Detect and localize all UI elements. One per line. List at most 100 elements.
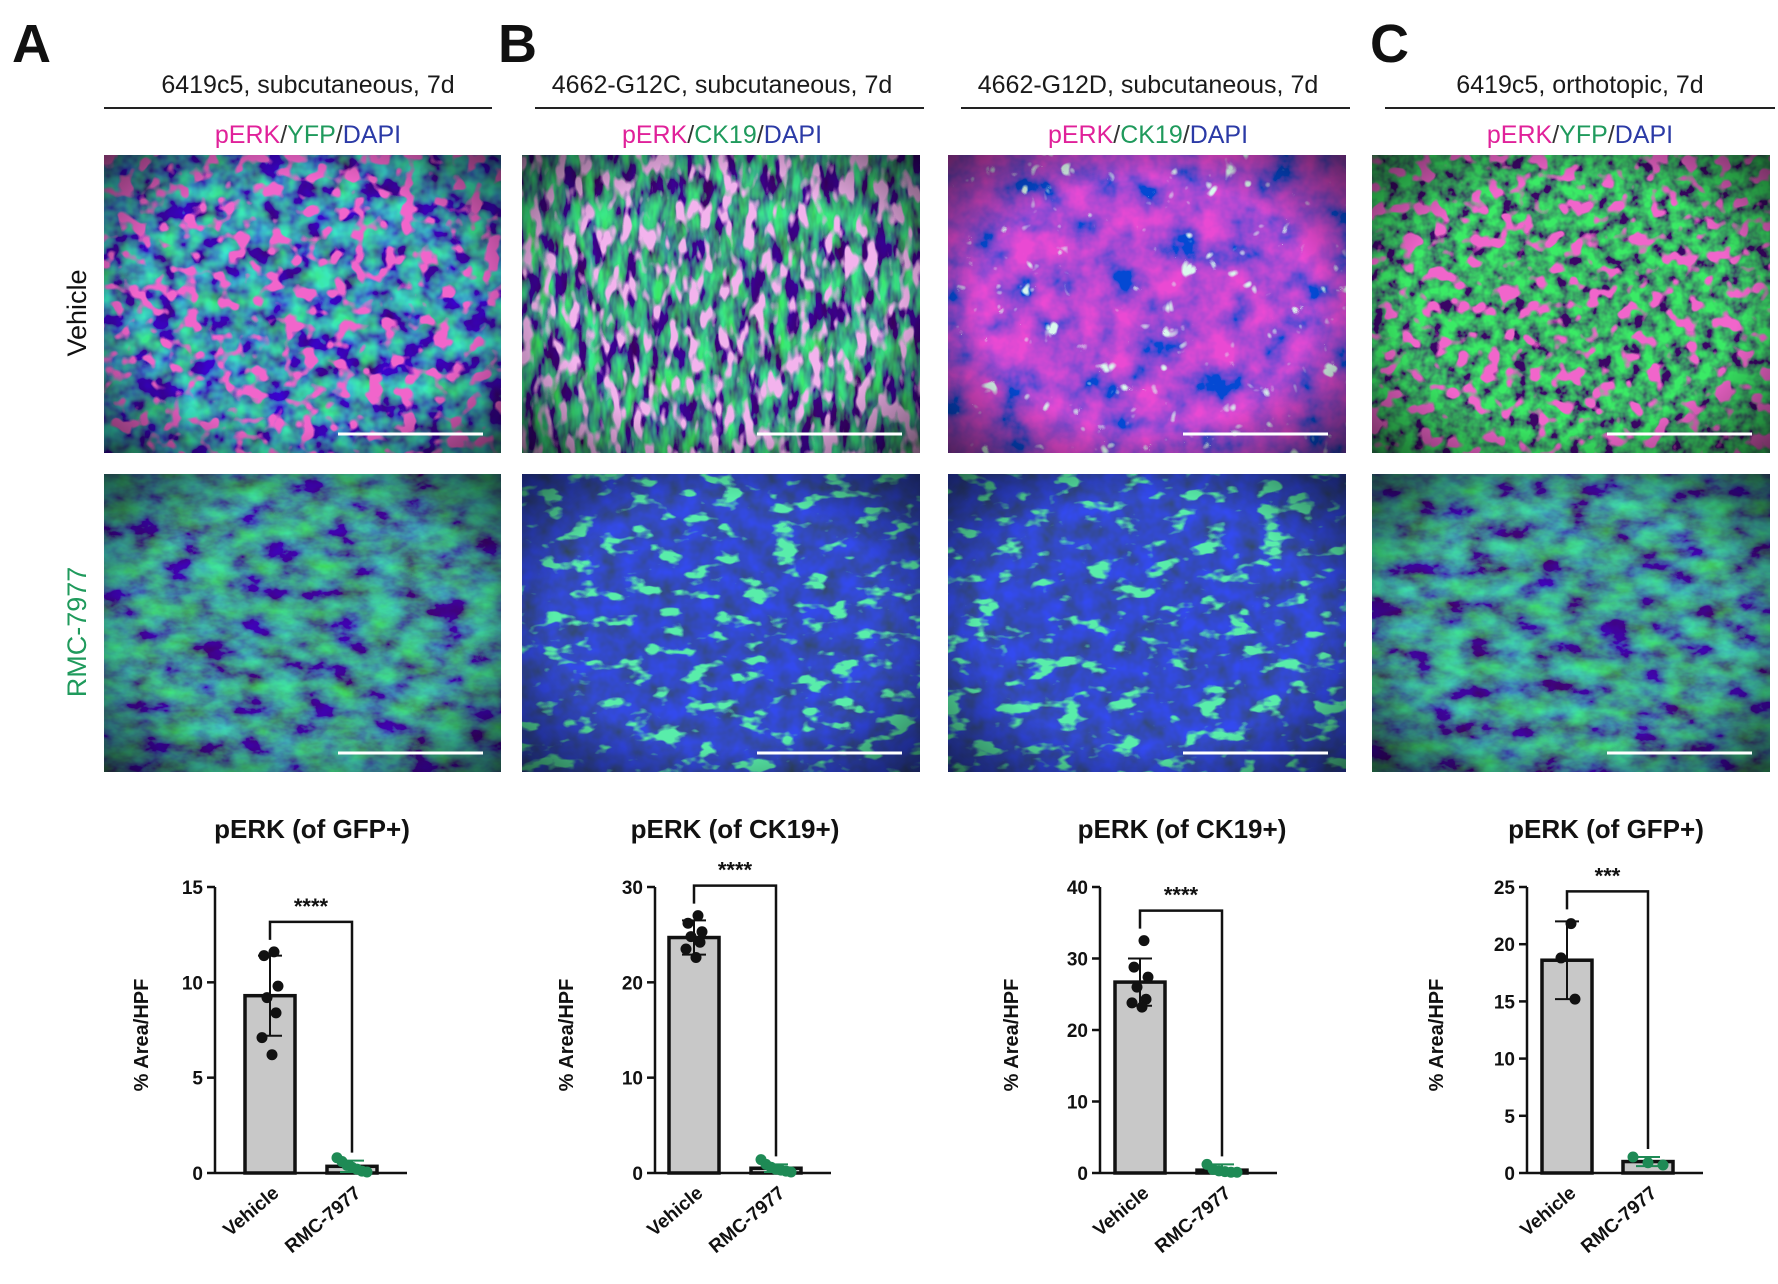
y-axis-title: % Area/HPF	[556, 979, 578, 1092]
bar-charts: pERK (of GFP+)% Area/HPF051015VehicleRMC…	[131, 814, 1704, 1258]
stain-separator: /	[1608, 121, 1615, 149]
y-tick-label: 0	[1077, 1164, 1088, 1185]
y-tick-label: 20	[1067, 1021, 1088, 1042]
y-tick-label: 10	[1067, 1093, 1088, 1114]
stain-legend: pERK/YFP/DAPI	[215, 121, 401, 149]
row-label-vehicle: Vehicle	[62, 269, 92, 356]
data-point	[1136, 1001, 1148, 1013]
y-tick-label: 15	[1494, 992, 1516, 1013]
data-point	[266, 1049, 278, 1061]
significance-bracket	[268, 920, 354, 1153]
y-tick-label: 0	[632, 1164, 643, 1185]
y-tick-label: 10	[622, 1069, 643, 1090]
y-tick-label: 40	[1067, 878, 1088, 899]
stain-legend: pERK/CK19/DAPI	[622, 121, 822, 149]
y-axis-title: % Area/HPF	[131, 979, 153, 1092]
stain-name: YFP	[1559, 121, 1608, 149]
chart-title: pERK (of CK19+)	[1078, 814, 1287, 844]
data-point	[1128, 961, 1140, 973]
x-category-label: RMC-7977	[705, 1183, 789, 1258]
significance-label: ***	[1595, 863, 1621, 888]
stain-legend: pERK/CK19/DAPI	[1048, 121, 1248, 149]
data-point	[680, 943, 692, 955]
stain-name: DAPI	[343, 121, 401, 149]
stain-separator: /	[280, 121, 287, 149]
data-point	[1657, 1159, 1669, 1171]
micrograph-grid	[104, 155, 1770, 772]
y-tick-label: 10	[182, 973, 203, 994]
y-tick-label: 5	[1504, 1107, 1515, 1128]
y-axis-title: % Area/HPF	[1426, 979, 1448, 1092]
y-tick-label: 30	[622, 878, 643, 899]
chart-title: pERK (of GFP+)	[214, 814, 410, 844]
condition-headers: 6419c5, subcutaneous, 7dpERK/YFP/DAPI466…	[104, 71, 1775, 149]
y-tick-label: 10	[1494, 1050, 1515, 1071]
y-axis-title: % Area/HPF	[1001, 979, 1023, 1092]
data-point	[256, 1032, 268, 1044]
stain-separator: /	[336, 121, 343, 149]
stain-separator: /	[687, 121, 694, 149]
condition-title: 4662-G12C, subcutaneous, 7d	[552, 71, 893, 99]
x-category-label: RMC-7977	[1577, 1183, 1661, 1258]
stain-name: YFP	[287, 121, 336, 149]
x-category-label: RMC-7977	[1151, 1183, 1235, 1258]
stain-name: CK19	[1120, 121, 1183, 149]
micrograph-rmc-7977	[104, 474, 501, 772]
significance-bracket	[1138, 909, 1224, 1157]
stain-name: DAPI	[764, 121, 822, 149]
condition-title: 6419c5, orthotopic, 7d	[1456, 71, 1703, 99]
data-point	[1142, 971, 1154, 983]
significance-label: ****	[1164, 883, 1199, 908]
stain-separator: /	[1552, 121, 1559, 149]
x-category-label: RMC-7977	[281, 1183, 365, 1258]
micrograph-vehicle	[104, 155, 501, 453]
micrograph-vehicle	[522, 155, 920, 453]
y-tick-label: 5	[192, 1069, 203, 1090]
data-point	[692, 910, 704, 922]
y-tick-label: 0	[192, 1164, 203, 1185]
row-label-rmc-7977: RMC-7977	[62, 567, 92, 698]
data-point	[1627, 1151, 1639, 1163]
chart-title: pERK (of GFP+)	[1508, 814, 1704, 844]
condition-title: 4662-G12D, subcutaneous, 7d	[978, 71, 1319, 99]
bar-chart: pERK (of GFP+) % Area/HPF 0 5 10 15 VehicleRMC…	[131, 814, 410, 1258]
stain-separator: /	[757, 121, 764, 149]
row-labels: Vehicle RMC-7977	[62, 269, 92, 697]
stain-separator: /	[1183, 121, 1190, 149]
stain-name: CK19	[694, 121, 757, 149]
significance-bracket	[692, 884, 778, 1157]
data-point	[361, 1166, 373, 1178]
micrograph-rmc-7977	[1372, 474, 1770, 772]
panel-letter-b: B	[498, 14, 537, 74]
data-point	[685, 931, 697, 943]
bar-vehicle	[1113, 980, 1167, 1175]
y-tick-label: 30	[1067, 950, 1088, 971]
y-tick-label: 25	[1494, 878, 1516, 899]
data-point	[270, 1007, 282, 1019]
stain-separator: /	[1113, 121, 1120, 149]
bar-chart: pERK (of CK19+) % Area/HPF 0 10 20 30 VehicleR…	[556, 814, 839, 1258]
bar-vehicle	[243, 993, 297, 1175]
data-point	[1555, 952, 1567, 964]
data-point	[1131, 981, 1143, 993]
significance-bracket	[1565, 890, 1650, 1149]
x-category-label: Vehicle	[1090, 1183, 1154, 1241]
micrograph-rmc-7977	[522, 474, 920, 772]
x-category-label: Vehicle	[1517, 1183, 1581, 1241]
data-point	[682, 917, 694, 929]
y-tick-label: 0	[1504, 1164, 1515, 1185]
stain-name: DAPI	[1615, 121, 1673, 149]
bar-chart: pERK (of GFP+) % Area/HPF 0 5 10 15 20 25 Vehicl…	[1426, 814, 1704, 1258]
data-point	[696, 926, 708, 938]
data-point	[785, 1166, 797, 1178]
micrograph-vehicle	[1372, 155, 1770, 453]
data-point	[1126, 997, 1138, 1009]
data-point	[1565, 918, 1577, 930]
panel-letters: A B C	[12, 14, 1409, 74]
x-category-label: Vehicle	[220, 1183, 284, 1241]
data-point	[258, 950, 270, 962]
significance-label: ****	[718, 858, 753, 883]
stain-name: pERK	[1487, 121, 1553, 149]
stain-name: pERK	[622, 121, 688, 149]
data-point	[1138, 935, 1150, 947]
